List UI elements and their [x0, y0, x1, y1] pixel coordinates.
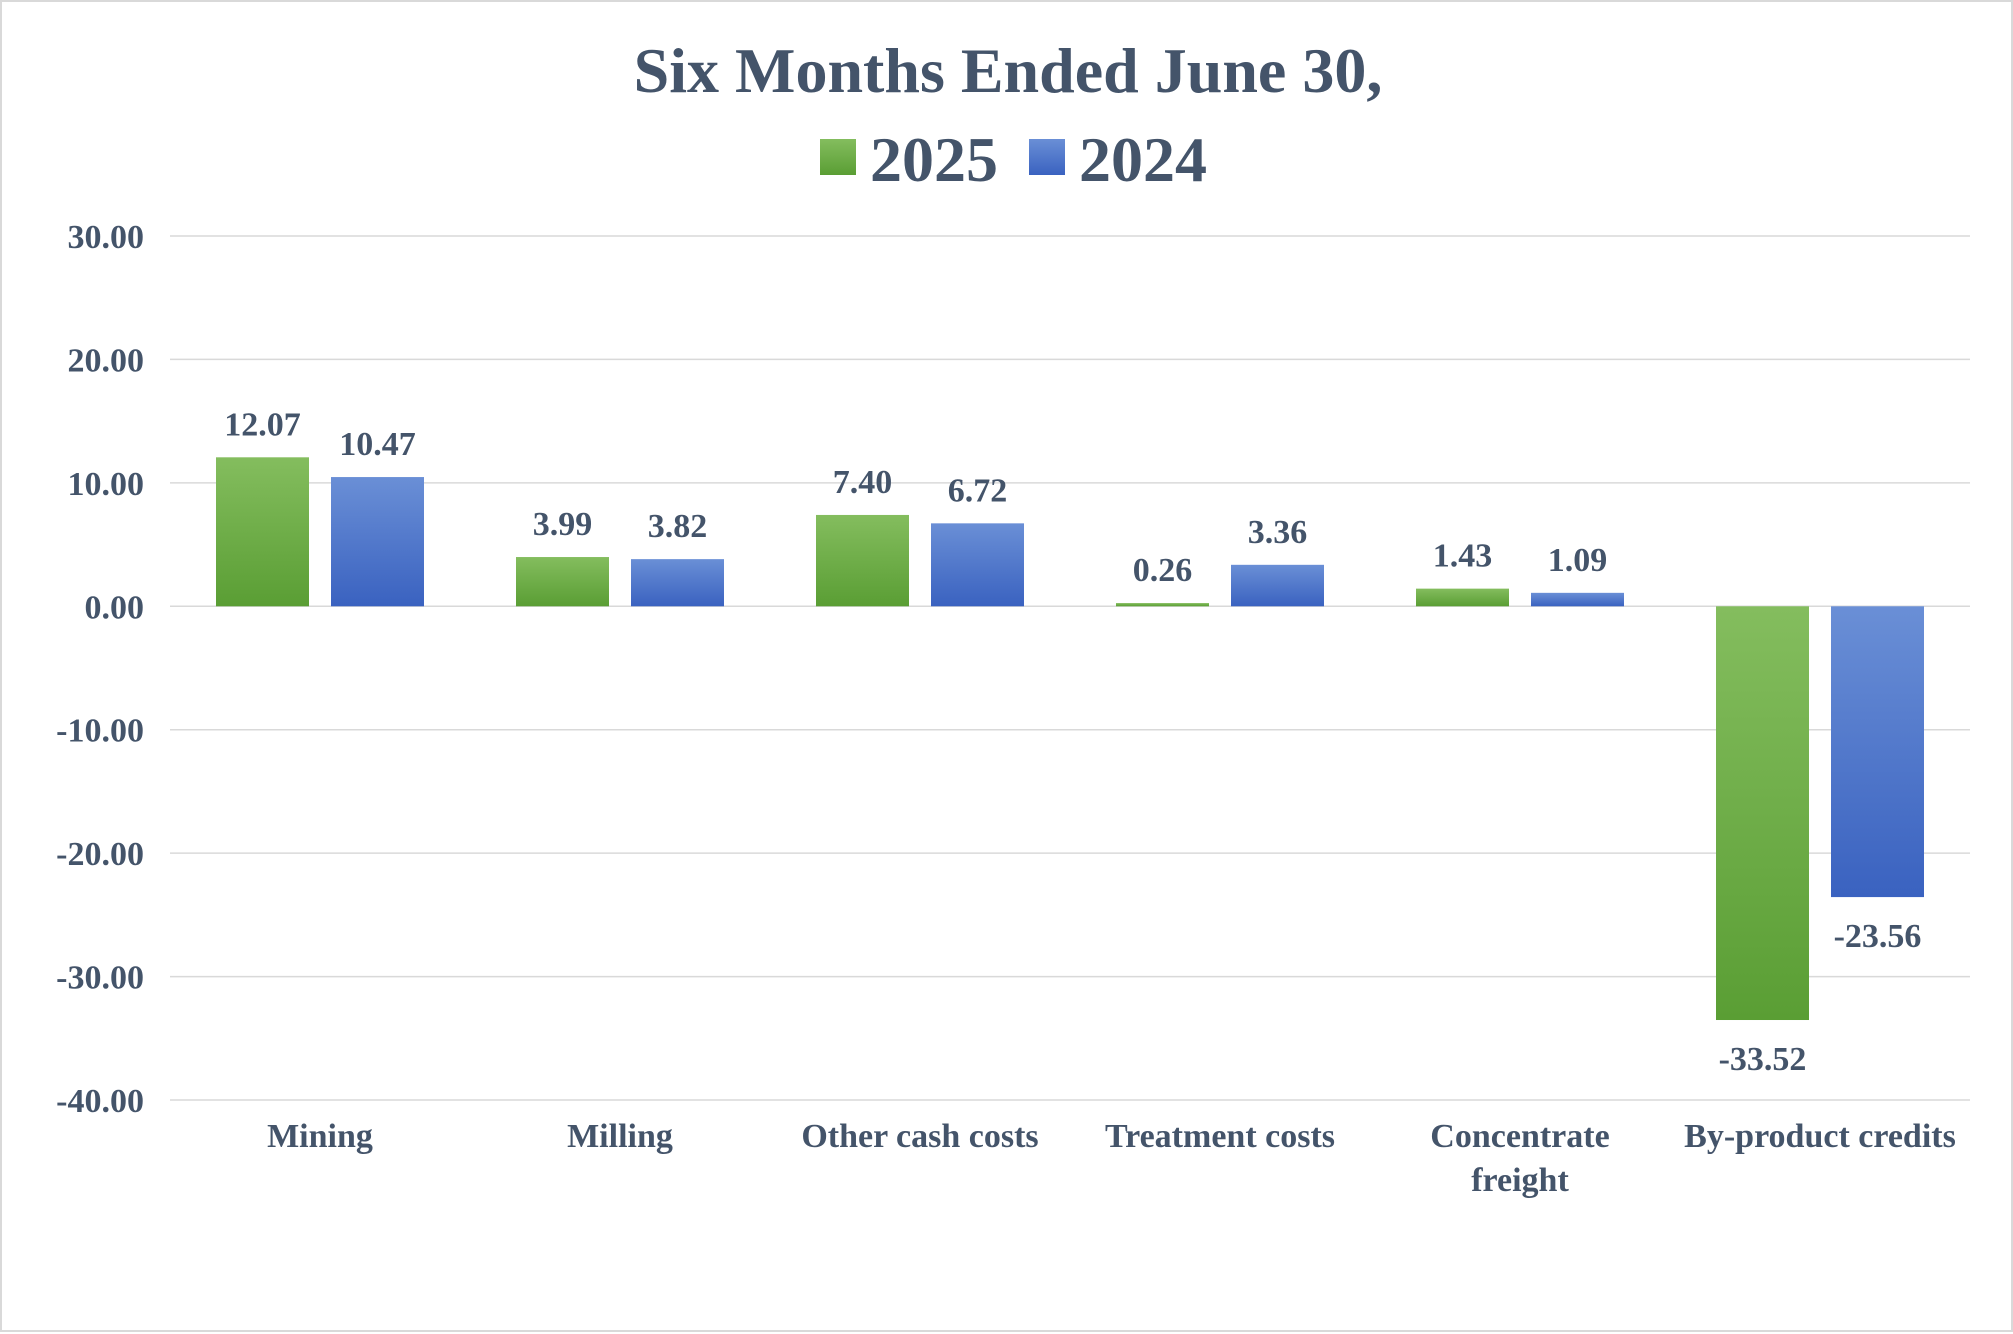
data-label-2024-4: 1.09: [1548, 542, 1608, 579]
data-label-2025-0: 12.07: [224, 406, 301, 443]
y-tick-label: 30.00: [68, 219, 145, 256]
bar-2024-4: [1531, 592, 1624, 607]
data-label-2024-3: 3.36: [1248, 514, 1308, 551]
bar-2025-0: [216, 457, 309, 607]
gridlines: [170, 235, 1970, 1101]
chart-title: Six Months Ended June 30,: [634, 35, 1383, 106]
data-label-2024-2: 6.72: [948, 472, 1008, 509]
bar-2025-2: [816, 514, 909, 607]
legend-swatch-2024: [1029, 139, 1065, 175]
bar-2024-1: [631, 559, 724, 607]
bar-2025-4: [1416, 588, 1509, 607]
y-tick-label: -40.00: [56, 1083, 144, 1120]
data-label-2025-2: 7.40: [833, 464, 893, 501]
y-tick-label: -30.00: [56, 960, 144, 997]
bar-2024-2: [931, 523, 1024, 607]
y-axis: 30.00 20.00 10.00 0.00 -10.00 -20.00 -30.00 -40…: [56, 219, 144, 1120]
y-tick-label: -20.00: [56, 836, 144, 873]
bar-2024-0: [331, 477, 424, 607]
data-label-2024-1: 3.82: [648, 508, 708, 545]
legend-swatch-2025: [820, 139, 856, 175]
data-label-2025-5: -33.52: [1719, 1041, 1807, 1078]
bar-2024-3: [1231, 564, 1324, 607]
data-labels: 12.07 10.47 3.99 3.82 7.40 6.72 0.26 3.36 1.43 1.…: [224, 406, 1921, 1078]
data-label-2024-5: -23.56: [1834, 918, 1922, 955]
y-tick-label: -10.00: [56, 713, 144, 750]
x-tick-label: Treatment costs: [1105, 1118, 1335, 1155]
legend-label-2025: 2025: [870, 124, 998, 195]
x-tick-label: By-product credits: [1684, 1118, 1956, 1155]
data-label-2025-4: 1.43: [1433, 538, 1493, 575]
y-tick-label: 0.00: [85, 589, 145, 626]
x-tick-label: freight: [1471, 1162, 1569, 1199]
bar-2024-5: [1831, 606, 1924, 898]
x-axis: Mining Milling Other cash costs Treatment c…: [267, 1118, 1956, 1199]
bar-2025-5: [1716, 606, 1809, 1021]
legend: 2025 2024: [820, 124, 1207, 195]
legend-label-2024: 2024: [1079, 124, 1207, 195]
bar-2025-1: [516, 557, 609, 607]
y-tick-label: 10.00: [68, 466, 145, 503]
data-label-2024-0: 10.47: [339, 426, 416, 463]
x-tick-label: Milling: [567, 1118, 673, 1155]
bar-2025-3: [1116, 603, 1209, 607]
x-tick-label: Concentrate: [1430, 1118, 1609, 1155]
data-label-2025-1: 3.99: [533, 506, 593, 543]
x-tick-label: Mining: [267, 1118, 373, 1155]
y-tick-label: 20.00: [68, 342, 145, 379]
bars: [216, 457, 1924, 1021]
data-label-2025-3: 0.26: [1133, 552, 1193, 589]
x-tick-label: Other cash costs: [801, 1118, 1038, 1155]
